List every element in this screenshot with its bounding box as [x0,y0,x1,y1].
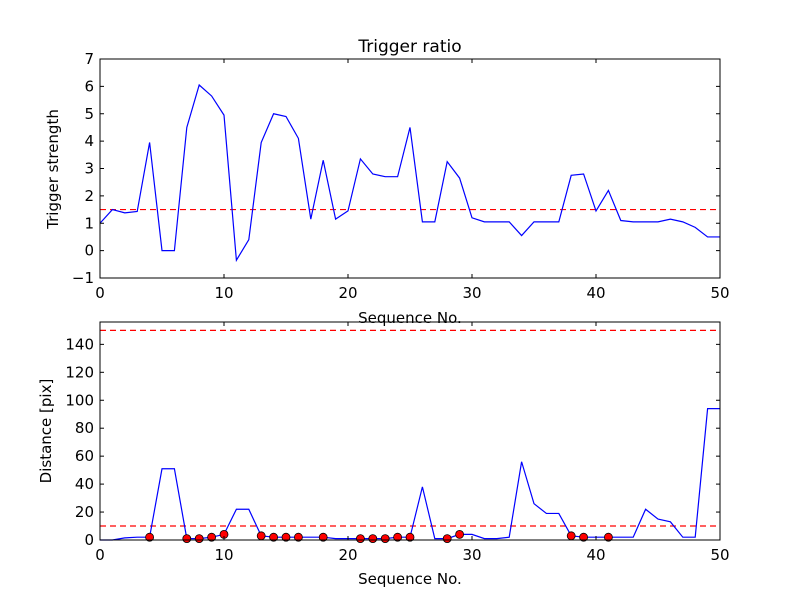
trigger-x-tick-label: 0 [95,284,105,302]
distance-marker [604,532,613,542]
distance-marker [269,532,279,542]
trigger-chart-xlabel: Sequence No. [358,309,462,327]
distance-x-tick-label: 20 [338,546,357,564]
distance-chart-xlabel: Sequence No. [358,570,462,588]
trigger-x-tick-label: 40 [586,284,605,302]
trigger-ratio-chart: Trigger ratio Sequence No. Trigger stren… [44,37,730,327]
distance-marker [355,534,365,544]
distance-y-tick-label: 0 [84,531,94,549]
trigger-y-tick-label: 5 [84,105,94,123]
trigger-y-tick-label: −1 [72,269,94,287]
distance-x-tick-label: 10 [214,546,233,564]
distance-marker [281,532,291,542]
distance-marker [380,534,390,544]
trigger-x-tick-label: 30 [462,284,481,302]
distance-y-tick-label: 20 [75,503,94,521]
trigger-x-tick-label: 20 [338,284,357,302]
distance-x-tick-label: 40 [586,546,605,564]
trigger-y-tick-label: 3 [84,160,94,178]
distance-y-tick-label: 60 [75,447,94,465]
trigger-chart-title: Trigger ratio [357,37,461,57]
trigger-y-tick-label: 2 [84,187,94,205]
distance-x-tick-label: 0 [95,546,105,564]
distance-chart-ylabel: Distance [pix] [37,379,55,484]
trigger-x-tick-label: 50 [710,284,729,302]
distance-marker [145,532,155,542]
trigger-y-tick-label: 6 [84,77,94,95]
distance-marker [318,532,328,542]
distance-series-line [100,408,720,541]
trigger-x-tick-label: 10 [214,284,233,302]
distance-chart: Sequence No. Distance [pix] 0 10 20 30 40 50 0… [37,321,730,588]
distance-marker [405,532,415,542]
distance-plot-frame [99,321,721,541]
distance-marker [455,530,465,539]
trigger-chart-ylabel: Trigger strength [44,109,62,230]
distance-marker [442,534,452,544]
distance-y-tick-label: 40 [75,475,94,493]
trigger-plot-frame [99,58,721,279]
distance-marker [207,532,217,542]
distance-marker [566,531,576,541]
distance-marker [393,532,403,542]
trigger-series-line [99,83,720,263]
distance-y-tick-label: 80 [75,419,94,437]
distance-marker [182,534,192,544]
trigger-y-tick-label: 1 [84,214,94,232]
trigger-y-tick-label: 7 [84,50,94,68]
distance-y-tick-label: 100 [65,391,94,409]
distance-marker [194,534,204,544]
trigger-y-tick-label: 0 [84,242,94,260]
distance-y-tick-label: 120 [65,363,94,381]
distance-x-tick-label: 50 [710,546,729,564]
trigger-y-tick-label: 4 [84,132,94,150]
distance-y-tick-label: 140 [65,335,94,353]
distance-x-tick-label: 30 [462,546,481,564]
distance-marker [256,531,266,541]
distance-marker [579,532,588,542]
distance-marker [368,534,378,544]
distance-marker [293,532,303,542]
